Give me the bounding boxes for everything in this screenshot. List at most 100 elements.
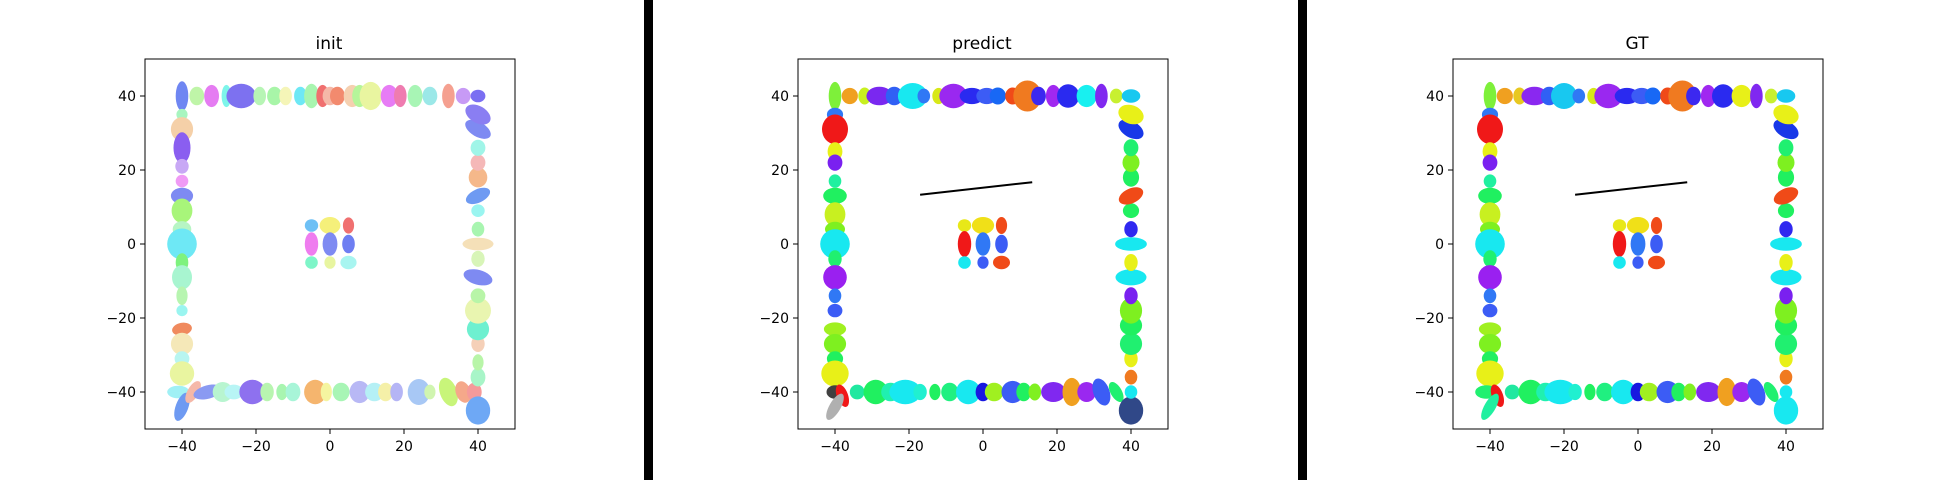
gaussian-ellipse [913, 383, 927, 401]
y-tick-label: −20 [106, 311, 136, 327]
gaussian-ellipse [204, 84, 220, 108]
gaussian-ellipse [470, 89, 486, 103]
gaussian-ellipse [824, 202, 846, 227]
gaussian-ellipse [1732, 382, 1751, 402]
gaussian-ellipse [849, 384, 865, 400]
gaussian-ellipse [1648, 255, 1665, 270]
gaussian-ellipse [170, 117, 194, 142]
gaussian-ellipse [175, 174, 189, 188]
gaussian-ellipse [1478, 322, 1502, 336]
gaussian-ellipse [1770, 237, 1802, 251]
gaussian-ellipse [1121, 89, 1141, 103]
panel-separator [644, 0, 653, 480]
gaussian-ellipse [330, 86, 345, 106]
gaussian-ellipse [422, 86, 438, 106]
gaussian-ellipse [471, 335, 485, 352]
gaussian-ellipse [294, 86, 307, 106]
gaussian-ellipse [977, 256, 989, 269]
gaussian-ellipse [820, 229, 850, 259]
gaussian-ellipse [1773, 119, 1799, 140]
gaussian-ellipse [823, 322, 847, 336]
gaussian-ellipse [828, 81, 842, 111]
gaussian-ellipse [170, 187, 194, 204]
gaussian-ellipse [1478, 187, 1502, 204]
gaussian-ellipse [1118, 396, 1144, 425]
gaussian-ellipse [1475, 229, 1505, 259]
gaussian-ellipse [470, 139, 486, 156]
gaussian-ellipse [1108, 381, 1124, 403]
gaussian-ellipse [304, 232, 319, 256]
gaussian-ellipse [1016, 382, 1032, 402]
gaussian-ellipse [1776, 89, 1796, 103]
gaussian-ellipse [823, 333, 847, 354]
gaussian-ellipse [1626, 217, 1650, 234]
gaussian-ellipse [1045, 84, 1061, 108]
gaussian-ellipse [1504, 384, 1520, 400]
gaussian-ellipse [304, 83, 319, 109]
gaussian-ellipse [863, 379, 888, 405]
gaussian-ellipse [267, 86, 282, 106]
gaussian-ellipse [1122, 153, 1140, 172]
x-tick-label: −20 [241, 439, 271, 455]
gaussian-ellipse [1119, 297, 1143, 324]
gaussian-ellipse [827, 303, 843, 318]
gaussian-ellipse [1483, 250, 1497, 268]
gaussian-ellipse [823, 187, 847, 204]
gaussian-ellipse [1118, 104, 1144, 125]
y-tick-label: 0 [780, 237, 789, 253]
gaussian-ellipse [176, 286, 188, 306]
gaussian-ellipse [380, 84, 398, 108]
gaussian-ellipse [1584, 383, 1596, 401]
trajectory-line [919, 181, 1033, 196]
gaussian-ellipse [826, 393, 844, 420]
gaussian-ellipse [340, 255, 357, 270]
gaussian-ellipse [971, 217, 995, 234]
x-tick-label: 20 [1703, 439, 1721, 455]
gaussian-ellipse [1031, 86, 1046, 106]
y-tick-label: 0 [127, 237, 136, 253]
y-tick-label: −40 [759, 385, 789, 401]
gaussian-ellipse [1764, 88, 1778, 104]
gaussian-ellipse [462, 237, 494, 251]
gaussian-ellipse [442, 83, 455, 109]
gaussian-ellipse [455, 87, 471, 105]
panel-title: predict [952, 34, 1012, 54]
gaussian-ellipse [1612, 231, 1627, 257]
gaussian-ellipse [285, 382, 301, 402]
gaussian-ellipse [226, 83, 256, 109]
gaussian-ellipse [394, 84, 407, 108]
gaussian-ellipse [1773, 396, 1799, 425]
gaussian-ellipse [1696, 382, 1721, 402]
trajectory-layer [1574, 181, 1688, 196]
gaussian-ellipse [342, 234, 355, 254]
gaussian-ellipse [984, 382, 1004, 402]
gaussian-ellipse [1671, 382, 1687, 402]
gaussian-ellipse [1124, 254, 1138, 271]
gaussian-ellipse [170, 332, 194, 355]
gaussian-ellipse [1544, 379, 1577, 405]
gaussian-ellipse [1632, 256, 1644, 269]
gaussian-ellipse [253, 86, 266, 106]
trajectory-layer [919, 181, 1033, 196]
gaussian-ellipse [1123, 139, 1139, 157]
axes-layer: −40 −40 −20 −20 0 0 20 20 40 40 [106, 89, 486, 455]
gaussian-ellipse [1481, 393, 1499, 420]
x-tick-label: −40 [1475, 439, 1505, 455]
gaussian-ellipse [1062, 377, 1082, 407]
y-tick-label: 20 [1426, 163, 1444, 179]
gaussian-ellipse [958, 256, 971, 269]
gaussian-ellipse [438, 377, 458, 407]
gaussian-ellipse [1747, 378, 1766, 406]
gaussian-ellipse [1122, 168, 1140, 187]
gaussian-ellipse [1594, 83, 1623, 109]
gaussian-ellipse [995, 234, 1008, 254]
panel-title: GT [1626, 34, 1650, 54]
gaussian-ellipse [1477, 114, 1503, 145]
gaussian-ellipse [189, 86, 205, 106]
x-tick-label: 0 [1634, 439, 1643, 455]
gaussian-ellipse [322, 232, 338, 256]
gaussian-ellipse [1118, 187, 1144, 205]
gaussian-ellipse [1778, 139, 1794, 157]
gaussian-ellipse [239, 379, 266, 405]
gaussian-ellipse [175, 81, 189, 111]
